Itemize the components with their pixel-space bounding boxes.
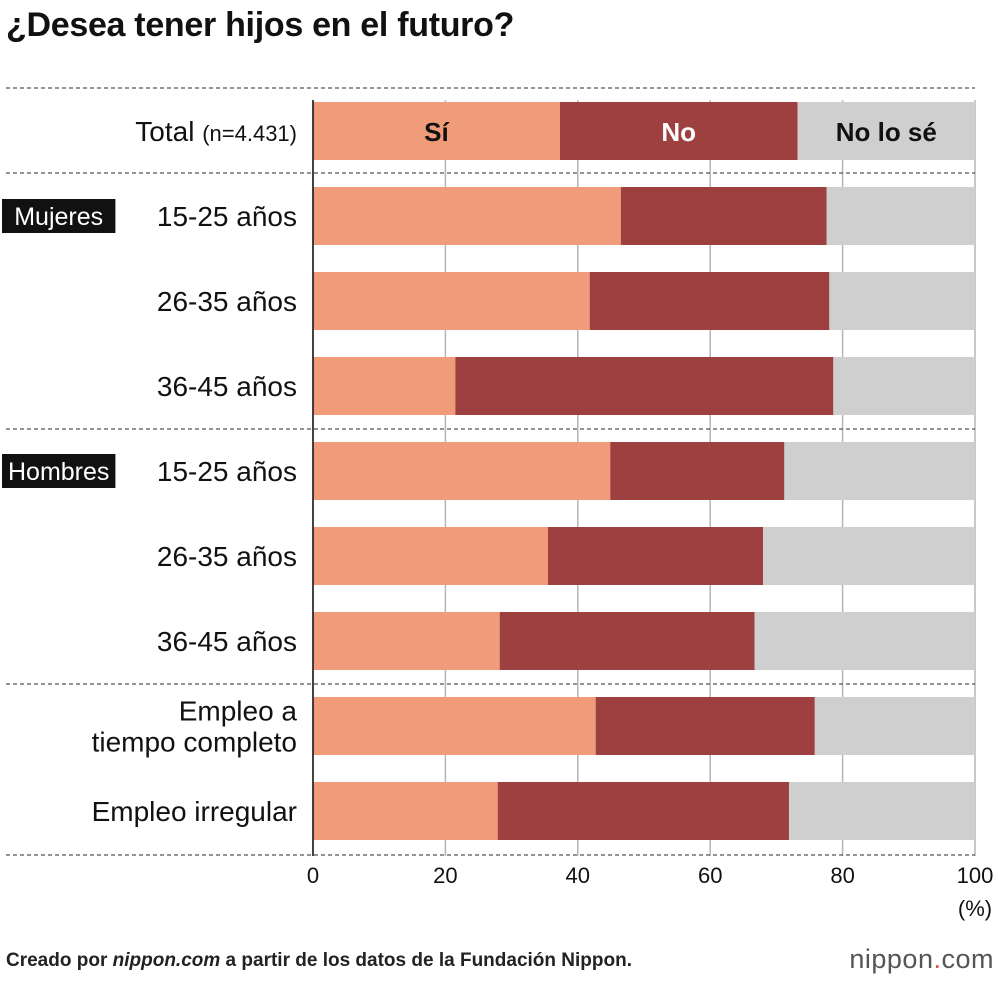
bar-segment: [763, 527, 975, 585]
bar-segment: [833, 357, 975, 415]
x-tick-label: 100: [957, 863, 994, 888]
bar-segment: [589, 272, 830, 330]
bar-segment: [499, 612, 755, 670]
segment-label: Sí: [424, 117, 449, 147]
chart-title: ¿Desea tener hijos en el futuro?: [6, 6, 515, 44]
bar-segment: [548, 527, 764, 585]
x-tick-label: 60: [698, 863, 722, 888]
row-label: 36-45 años: [157, 626, 297, 657]
x-tick-label: 80: [830, 863, 854, 888]
row-label: 36-45 años: [157, 371, 297, 402]
bar-segment: [826, 187, 975, 245]
footer-prefix: Creado por: [6, 950, 113, 971]
footer-site: nippon.com: [112, 950, 221, 971]
segment-label: No: [661, 117, 696, 147]
bar-segment: [788, 782, 975, 840]
x-tick-label: 0: [307, 863, 319, 888]
bar-segment: [595, 697, 815, 755]
bar-segment: [829, 272, 975, 330]
group-badge-label: Mujeres: [14, 203, 103, 231]
segment-label: No lo sé: [836, 117, 937, 147]
row-label: 26-35 años: [157, 541, 297, 572]
bar-segment: [784, 442, 975, 500]
bar-segment: [754, 612, 975, 670]
bar-segment: [313, 102, 560, 160]
bar-segment: [610, 442, 785, 500]
group-badge: [2, 454, 116, 488]
group-badge-label: Hombres: [8, 458, 109, 486]
footer-suffix: a partir de los datos de la Fundación Ni…: [220, 950, 632, 971]
row-label: 15-25 años: [157, 456, 297, 487]
bar-segment: [313, 187, 621, 245]
x-tick-label: 40: [566, 863, 590, 888]
logo-main: nippon: [849, 944, 934, 974]
x-tick-label: 20: [433, 863, 457, 888]
bar-segment: [313, 782, 498, 840]
row-label: Total (n=4.431): [135, 116, 297, 147]
bar-segment: [313, 527, 549, 585]
bar-segment: [620, 187, 827, 245]
bar-segment: [313, 442, 611, 500]
nippon-logo: nippon.com: [849, 944, 994, 975]
bar-segment: [814, 697, 975, 755]
bar-segment: [313, 272, 590, 330]
bar-segment: [313, 357, 456, 415]
row-label: Empleo a: [179, 696, 298, 727]
source-footer: Creado por nippon.com a partir de los da…: [6, 950, 632, 972]
bar-segment: [559, 102, 798, 160]
bar-segment: [797, 102, 975, 160]
row-label: 15-25 años: [157, 201, 297, 232]
logo-tld: com: [941, 944, 994, 974]
row-label: tiempo completo: [92, 727, 297, 758]
group-badge: [2, 199, 116, 233]
row-label: Empleo irregular: [92, 796, 297, 827]
row-label: 26-35 años: [157, 286, 297, 317]
bar-segment: [497, 782, 789, 840]
bar-segment: [313, 697, 596, 755]
bar-segment: [313, 612, 500, 670]
x-unit-label: (%): [958, 896, 992, 921]
bar-segment: [455, 357, 834, 415]
logo-dot: .: [933, 944, 942, 974]
